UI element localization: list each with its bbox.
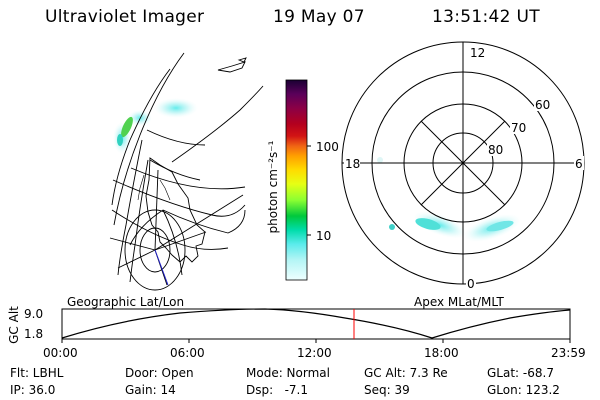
alt-ytick-top: 9.0	[24, 307, 44, 321]
time-label: 13:51:42 UT	[432, 7, 540, 27]
status-gain: Gain: 14	[125, 383, 176, 397]
colorbar-label: photon cm⁻²s⁻¹	[266, 140, 280, 234]
instrument-title: Ultraviolet Imager	[45, 7, 205, 27]
aurora-glow-polar	[377, 157, 521, 242]
lat-80-label: 80	[488, 143, 503, 157]
status-seq: Seq: 39	[364, 383, 410, 397]
alt-ytick-bottom: 1.8	[24, 327, 44, 341]
status-glon: GLon: 123.2	[487, 383, 560, 397]
colorbar-tick-100: 100	[316, 140, 339, 154]
mlt-12-label: 12	[470, 46, 485, 60]
lat-70-label: 70	[511, 121, 526, 135]
polar-plot	[341, 41, 585, 285]
mlt-0-label: 0	[467, 277, 475, 291]
status-door: Door: Open	[125, 366, 194, 380]
geographic-panel-label: Geographic Lat/Lon	[67, 295, 185, 309]
polar-labels: 12 60 70 80 18 6 0	[344, 45, 584, 291]
colorbar-tick-10: 10	[316, 229, 332, 243]
status-flt: Flt: LBHL	[10, 366, 64, 380]
geographic-map	[109, 52, 264, 291]
aurora-glow-geo	[113, 98, 198, 154]
alt-xtick-1800: 18:00	[424, 346, 459, 360]
apex-panel-label: Apex MLat/MLT	[414, 295, 504, 309]
alt-xtick-0000: 00:00	[43, 346, 78, 360]
date-label: 19 May 07	[273, 7, 365, 27]
mlt-6-label: 6	[575, 157, 583, 171]
alt-xtick-0600: 06:00	[170, 346, 205, 360]
status-mode: Mode: Normal	[246, 366, 330, 380]
alt-xtick-2359: 23:59	[551, 346, 586, 360]
status-dsp: Dsp: -7.1	[246, 383, 309, 397]
lat-60-label: 60	[535, 98, 550, 112]
mlt-18-label: 18	[345, 157, 360, 171]
colorbar	[285, 79, 311, 281]
altitude-plot	[61, 308, 571, 343]
status-ip: IP: 36.0	[10, 383, 56, 397]
alt-ylabel: GC Alt	[7, 306, 21, 344]
alt-xtick-1200: 12:00	[297, 346, 332, 360]
status-glat: GLat: -68.7	[487, 366, 554, 380]
status-gcalt: GC Alt: 7.3 Re	[364, 366, 448, 380]
